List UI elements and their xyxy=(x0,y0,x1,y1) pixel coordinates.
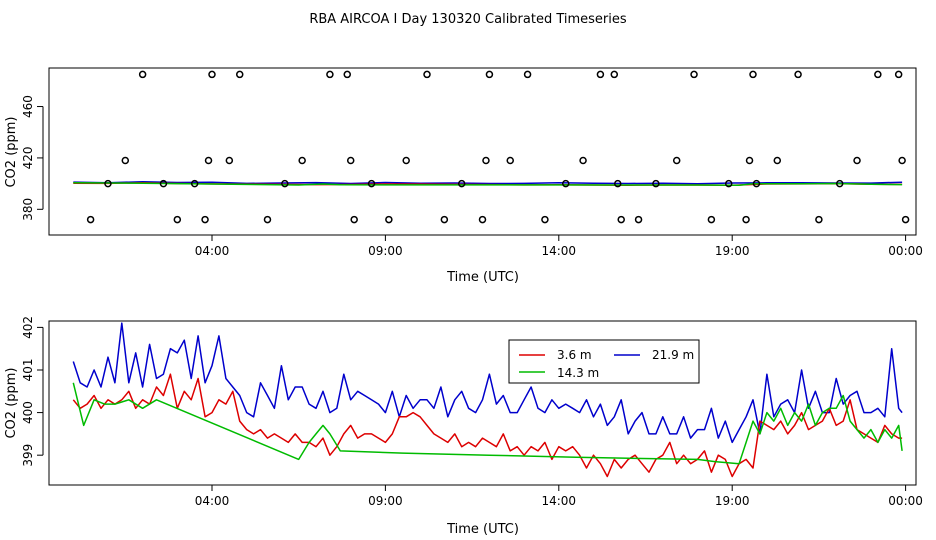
calibration-point xyxy=(86,215,95,224)
calibration-point xyxy=(835,179,844,188)
calibration-point xyxy=(482,156,490,165)
calibration-point xyxy=(208,70,216,79)
calibration-point xyxy=(281,179,289,188)
calibration-point xyxy=(423,70,431,79)
y-tick-label: 420 xyxy=(21,146,35,169)
panel-top-ylabel: CO2 (ppm) xyxy=(4,116,19,187)
calibration-point xyxy=(596,70,605,79)
x-tick-label: 19:00 xyxy=(715,494,750,508)
y-tick-label: 399 xyxy=(21,444,35,467)
calibration-point xyxy=(350,215,358,224)
x-tick-label: 14:00 xyxy=(541,244,576,258)
panel-top-x-axis: 04:00 09:00 14:00 19:00 00:00 xyxy=(195,235,923,258)
calibration-point xyxy=(561,179,570,188)
figure-title: RBA AIRCOA I Day 130320 Calibrated Times… xyxy=(309,12,627,27)
calibration-point xyxy=(385,215,393,224)
series-line-s21_9 xyxy=(72,322,903,444)
calibration-point xyxy=(579,156,587,165)
x-tick-label: 09:00 xyxy=(368,494,403,508)
calibration-point xyxy=(874,70,882,79)
calibration-point xyxy=(298,156,306,165)
calibration-point xyxy=(478,215,487,224)
calibration-point xyxy=(326,70,334,79)
calibration-point xyxy=(402,156,410,165)
panel-bottom-frame xyxy=(48,320,917,486)
legend-label-14-3m: 14.3 m xyxy=(557,366,599,380)
x-tick-label: 14:00 xyxy=(541,494,576,508)
x-tick-label: 00:00 xyxy=(888,494,923,508)
legend-label-21-9m: 21.9 m xyxy=(652,348,694,362)
x-tick-label: 04:00 xyxy=(195,494,230,508)
calibration-point xyxy=(724,179,733,188)
legend-box xyxy=(508,339,700,384)
calibration-point xyxy=(190,179,199,188)
panel-bottom: 04:00 09:00 14:00 19:00 00:00 399 400 401 402 T… xyxy=(4,316,923,537)
panel-top-calibration-points xyxy=(86,70,910,224)
series-line-s14_3 xyxy=(72,382,903,465)
calibration-point xyxy=(898,156,906,165)
panel-top-y-axis: 380 420 460 xyxy=(21,95,44,221)
calibration-point xyxy=(794,70,802,79)
y-tick-label: 380 xyxy=(21,198,35,221)
calibration-point xyxy=(201,215,209,224)
calibration-point xyxy=(346,156,355,165)
y-tick-label: 460 xyxy=(21,95,35,118)
calibration-point xyxy=(672,156,681,165)
calibration-point xyxy=(485,70,494,79)
calibration-point xyxy=(506,156,514,165)
calibration-point xyxy=(634,215,643,224)
panel-bottom-ylabel: CO2 (ppm) xyxy=(4,367,19,438)
calibration-point xyxy=(204,156,213,165)
legend-label-3-6m: 3.6 m xyxy=(557,348,592,362)
legend: 3.6 m 21.9 m 14.3 m xyxy=(508,339,700,384)
calibration-point xyxy=(614,179,622,188)
panel-bottom-series xyxy=(72,322,903,478)
panel-top: 04:00 09:00 14:00 19:00 00:00 380 420 460 Time… xyxy=(4,67,923,285)
y-tick-label: 401 xyxy=(21,359,35,382)
calibration-point xyxy=(225,156,234,165)
calibration-point xyxy=(894,70,903,79)
calibration-point xyxy=(610,70,619,79)
calibration-point xyxy=(367,179,376,188)
calibration-point xyxy=(815,215,823,224)
calibration-point xyxy=(343,70,351,79)
x-tick-label: 19:00 xyxy=(715,244,750,258)
calibration-point xyxy=(541,215,549,224)
calibration-point xyxy=(749,70,757,79)
calibration-point xyxy=(745,156,754,165)
calibration-point xyxy=(742,215,750,224)
panel-top-xlabel: Time (UTC) xyxy=(446,270,519,285)
panel-bottom-xlabel: Time (UTC) xyxy=(446,522,519,537)
x-tick-label: 09:00 xyxy=(368,244,403,258)
calibration-point xyxy=(853,156,861,165)
calibration-point xyxy=(752,179,761,188)
calibration-point xyxy=(138,70,147,79)
y-tick-label: 402 xyxy=(21,316,35,339)
panel-bottom-y-axis: 399 400 401 402 xyxy=(21,316,44,467)
calibration-point xyxy=(773,156,782,165)
calibration-point xyxy=(173,215,182,224)
calibration-point xyxy=(457,179,466,188)
calibration-point xyxy=(652,179,660,188)
calibration-point xyxy=(121,156,130,165)
x-tick-label: 00:00 xyxy=(888,244,923,258)
calibration-point xyxy=(159,179,168,188)
calibration-point xyxy=(104,179,112,188)
panel-top-frame xyxy=(48,67,917,236)
calibration-point xyxy=(440,215,449,224)
panel-bottom-x-axis: 04:00 09:00 14:00 19:00 00:00 xyxy=(195,485,923,508)
x-tick-label: 04:00 xyxy=(195,244,230,258)
y-tick-label: 400 xyxy=(21,401,35,424)
calibration-point xyxy=(235,70,244,79)
series-line-s3_6 xyxy=(72,373,903,478)
calibration-point xyxy=(523,70,532,79)
calibration-point xyxy=(617,215,625,224)
calibration-point xyxy=(263,215,272,224)
series-line-s21_9 xyxy=(73,180,903,185)
calibration-point xyxy=(901,215,910,224)
calibration-point xyxy=(690,70,698,79)
calibration-point xyxy=(707,215,716,224)
